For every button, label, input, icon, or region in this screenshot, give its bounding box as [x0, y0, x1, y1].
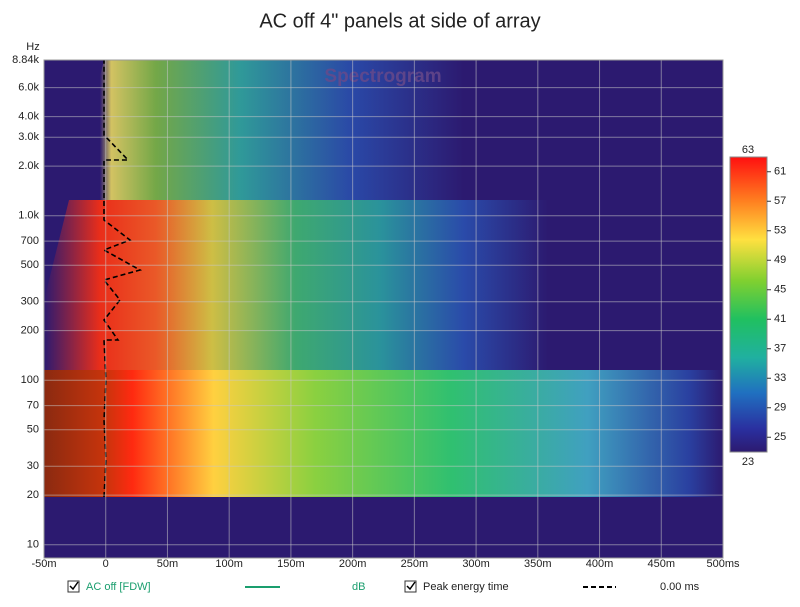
y-tick-label: 30 — [27, 460, 39, 472]
colorbar-max: 63 — [742, 144, 754, 156]
legend-unit: dB — [352, 581, 365, 593]
checkmark — [406, 581, 416, 591]
x-tick-label: 450m — [648, 558, 676, 570]
x-tick-label: 250m — [401, 558, 429, 570]
colorbar-min: 23 — [742, 456, 754, 468]
colorbar-label: 41 — [774, 313, 786, 325]
pre-arrival — [44, 60, 104, 300]
x-tick-label: 200m — [339, 558, 367, 570]
colorbar-label: 57 — [774, 195, 786, 207]
checkbox[interactable] — [404, 580, 417, 593]
legend-label: Peak energy time — [423, 581, 509, 593]
y-tick-label: 4.0k — [18, 111, 39, 123]
x-tick-label: 100m — [215, 558, 243, 570]
y-tick-label: 10 — [27, 539, 39, 551]
y-tick-label: 3.0k — [18, 131, 39, 143]
x-tick-label: 0 — [103, 558, 109, 570]
x-tick-label: 350m — [524, 558, 552, 570]
y-tick-label: 300 — [21, 296, 39, 308]
colorbar-label: 45 — [774, 284, 786, 296]
colorbar-label: 37 — [774, 343, 786, 355]
spectrogram-low — [44, 370, 723, 497]
checkmark — [69, 581, 79, 591]
colorbar-label: 25 — [774, 431, 786, 443]
y-tick-label: 200 — [21, 325, 39, 337]
spectrogram-high — [44, 60, 604, 200]
y-tick-label: 70 — [27, 400, 39, 412]
x-tick-label: 400m — [586, 558, 614, 570]
colorbar-label: 33 — [774, 372, 786, 384]
y-tick-label: 500 — [21, 259, 39, 271]
x-tick-label: 150m — [277, 558, 305, 570]
y-tick-label: 20 — [27, 489, 39, 501]
colorbar — [729, 156, 768, 453]
y-tick-label: 2.0k — [18, 160, 39, 172]
y-tick-label: 100 — [21, 374, 39, 386]
checkbox[interactable] — [67, 580, 80, 593]
x-tick-label: 500ms — [706, 558, 740, 570]
y-tick-label: 1.0k — [18, 210, 39, 222]
spectrogram-mid — [44, 200, 604, 370]
legend-value: 0.00 ms — [660, 581, 700, 593]
y-tick-label: 700 — [21, 235, 39, 247]
colorbar-label: 53 — [774, 225, 786, 237]
watermark: Spectrogram — [324, 66, 441, 87]
colorbar-label: 49 — [774, 254, 786, 266]
colorbar-label: 61 — [774, 166, 786, 178]
x-tick-label: -50m — [31, 558, 56, 570]
chart-title: AC off 4" panels at side of array — [259, 10, 540, 32]
x-tick-label: 50m — [157, 558, 178, 570]
colorbar-label: 29 — [774, 402, 786, 414]
y-tick-label: 6.0k — [18, 82, 39, 94]
legend-label: AC off [FDW] — [86, 581, 151, 593]
plot-frame — [43, 59, 724, 559]
x-tick-label: 300m — [462, 558, 490, 570]
y-tick-label: 8.84k — [12, 54, 39, 66]
y-unit: Hz — [26, 41, 39, 53]
y-tick-label: 50 — [27, 424, 39, 436]
